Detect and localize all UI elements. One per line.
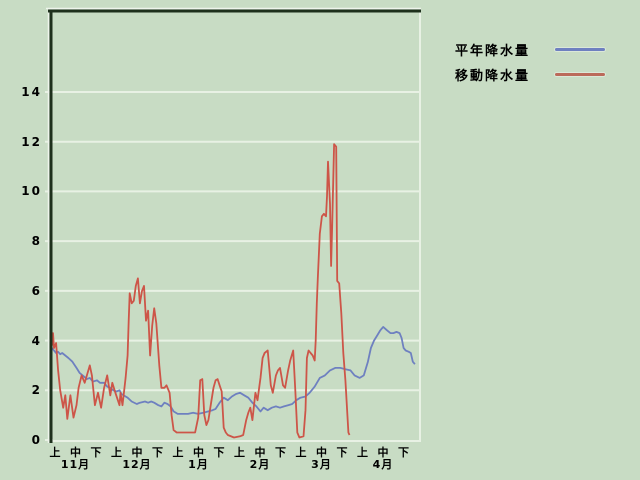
x-period-label: 中 [254, 446, 266, 459]
y-tick-label: 14 [21, 85, 42, 99]
x-month-label: 12月 [122, 458, 152, 471]
y-tick-label: 8 [31, 234, 42, 249]
x-period-label: 下 [213, 446, 225, 459]
y-tick-label: 0 [31, 433, 42, 447]
legend-label-normal-precip: 平年降水量 [455, 43, 531, 59]
legend-item-normal: 平年降水量 [455, 40, 605, 59]
y-tick-label: 6 [31, 283, 42, 298]
x-month-label: 1月 [188, 458, 209, 471]
x-period-label: 下 [336, 446, 348, 459]
legend-item-moving: 移動降水量 [455, 65, 605, 84]
series-line-moving [51, 143, 351, 439]
x-period-label: 中 [131, 446, 143, 459]
y-tick-label: 10 [21, 184, 42, 199]
x-period-label: 上 [49, 446, 61, 459]
series-line-normal [51, 325, 416, 415]
x-period-label: 下 [152, 446, 163, 459]
legend-line-blue-icon [555, 47, 605, 51]
x-period-label: 中 [316, 446, 327, 459]
x-month-label: 11月 [60, 458, 91, 471]
x-month-label: 2月 [249, 458, 271, 471]
x-period-label: 中 [377, 446, 389, 459]
x-month-label: 3月 [311, 458, 332, 471]
x-period-label: 下 [398, 446, 409, 459]
legend-label-moving-precip: 移動降水量 [455, 68, 531, 84]
x-period-label: 上 [111, 446, 122, 459]
y-tick-label: 12 [21, 134, 42, 149]
x-month-label: 4月 [372, 458, 394, 471]
y-tick-label: 2 [31, 383, 42, 398]
x-period-label: 中 [193, 446, 204, 459]
x-period-label: 上 [172, 446, 184, 459]
x-period-label: 下 [275, 446, 286, 459]
x-period-label: 下 [90, 446, 102, 459]
x-period-label: 上 [295, 446, 307, 459]
y-tick-label: 4 [31, 333, 42, 348]
x-period-label: 中 [70, 446, 81, 459]
x-period-label: 上 [234, 446, 245, 459]
x-period-label: 上 [357, 446, 368, 459]
legend: 平年降水量 移動降水量 [455, 40, 605, 90]
legend-line-red-icon [555, 72, 605, 76]
